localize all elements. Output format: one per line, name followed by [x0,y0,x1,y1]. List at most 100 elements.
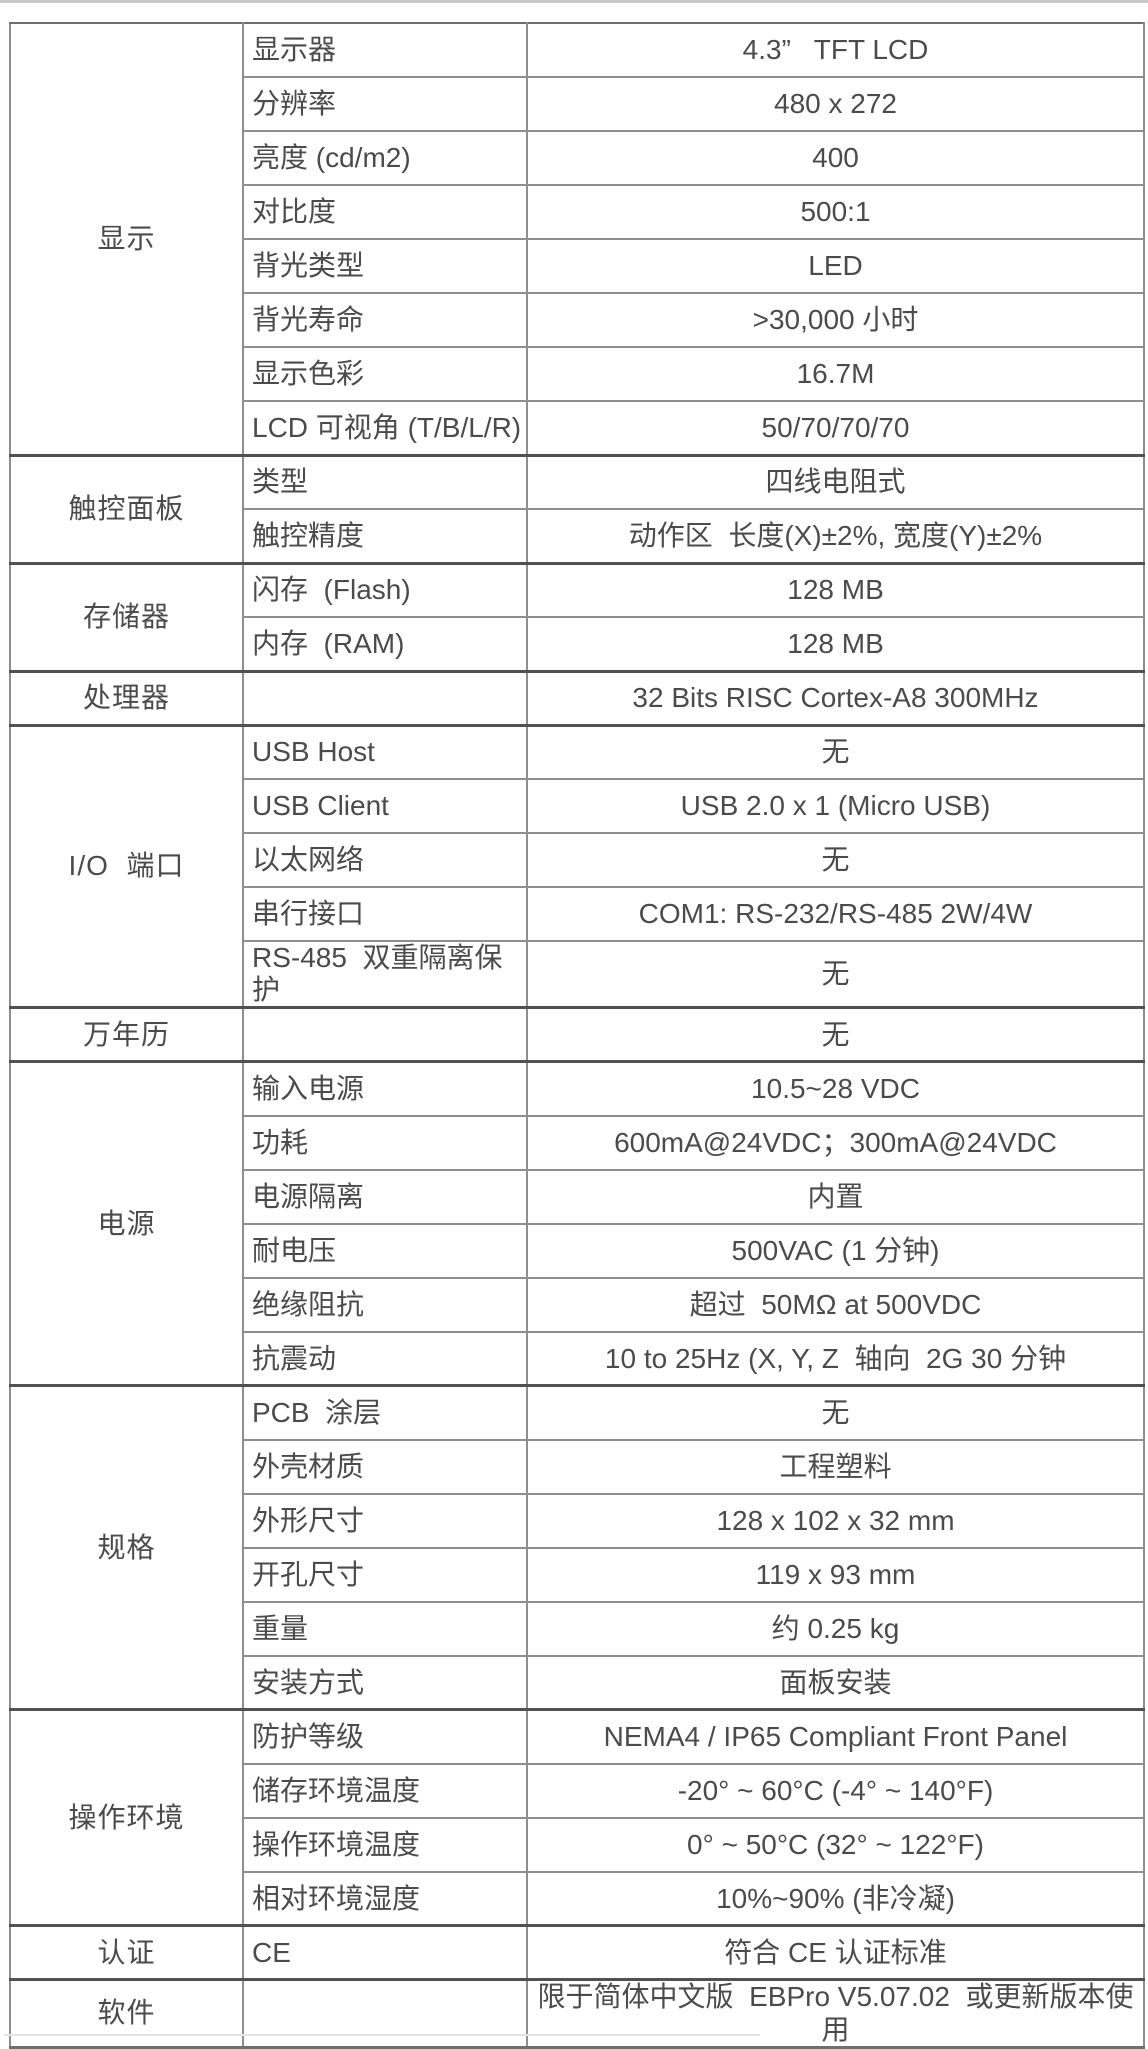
spec-label: 串行接口 [242,886,528,942]
spec-value: 约 0.25 kg [526,1600,1145,1657]
table-row: 开孔尺寸 119 x 93 mm [10,1546,1145,1603]
table-row: 安装方式 面板安装 [10,1654,1145,1711]
spec-value: 4.3” TFT LCD [526,22,1145,78]
spec-label: 分辨率 [242,76,528,132]
spec-value: 480 x 272 [526,76,1145,132]
spec-label: RS-485 双重隔离保护 [242,940,528,1009]
table-row: 外壳材质 工程塑料 [10,1438,1145,1495]
table-row: 对比度 500:1 [10,184,1145,240]
spec-value: 0° ~ 50°C (32° ~ 122°F) [526,1816,1145,1873]
spec-label: USB Host [242,723,528,780]
spec-label: 闪存 (Flash) [242,561,528,618]
table-row: 重量约 0.25 kg [10,1600,1145,1657]
spec-label: 抗震动 [242,1330,528,1387]
spec-label: 输入电源 [242,1060,528,1117]
spec-label: 触控精度 [242,508,528,564]
spec-value: 四线电阻式 [526,453,1145,510]
spec-value: 无 [526,723,1145,780]
table-row: 操作环境温度 0° ~ 50°C (32° ~ 122°F) [10,1816,1145,1873]
spec-value: LED [526,238,1145,294]
spec-label: 功耗 [242,1114,528,1171]
group-cell: 规格 [9,1384,244,1711]
table-row: 内存 (RAM) 128 MB [10,616,1145,672]
spec-label: 电源隔离 [242,1168,528,1225]
table-row: 耐电压 500VAC (1 分钟) [10,1222,1145,1279]
spec-label: 以太网络 [242,832,528,888]
spec-value: 无 [526,1384,1145,1441]
table-row: 以太网络无 [10,832,1145,888]
table-row: 软件 限于简体中文版 EBPro V5.07.02 或更新版本使用 [9,1978,1145,2049]
scan-edge-artifact-top [0,0,1148,3]
table-row: 抗震动 10 to 25Hz (X, Y, Z 轴向 2G 30 分钟 [10,1330,1145,1387]
spec-value: 无 [526,940,1145,1009]
spec-value: 10.5~28 VDC [526,1060,1145,1117]
table-row: I/O 端口 USB Host 无 [9,723,1145,1009]
table-row: 操作环境 防护等级 NEMA4 / IP65 Compliant Front Pan… [9,1708,1145,1927]
table-row: 储存环境温度 -20° ~ 60°C (-4° ~ 140°F) [10,1762,1145,1819]
spec-label: 外形尺寸 [242,1492,528,1549]
spec-value: 内置 [526,1168,1145,1225]
group-cell: 存储器 [9,561,244,672]
group-cell: 电源 [9,1060,244,1387]
spec-value: 16.7M [526,346,1145,402]
spec-label: 背光寿命 [242,292,528,348]
spec-label: 防护等级 [242,1708,528,1765]
spec-value: 128 x 102 x 32 mm [526,1492,1145,1549]
table-row: 存储器 闪存 (Flash) 128 MB [9,561,1145,672]
spec-label [242,1978,528,2049]
table-row: 处理器 32 Bits RISC Cortex-A8 300MHz [9,669,1145,726]
table-row: 显示色彩 16.7M [10,346,1145,402]
table-row: USB Client USB 2.0 x 1 (Micro USB) [10,778,1145,834]
spec-label: 操作环境温度 [242,1816,528,1873]
spec-table-body: 显示 显示器 4.3” TFT LCD 分辨率 480 x 272 亮度 (cd/m2) 4… [9,22,1145,2049]
spec-label: PCB 涂层 [242,1384,528,1441]
spec-value: 50/70/70/70 [526,400,1145,456]
spec-value: 600mA@24VDC；300mA@24VDC [526,1114,1145,1171]
group-cell: 触控面板 [9,453,244,564]
spec-label: 显示器 [242,22,528,78]
spec-value: 400 [526,130,1145,186]
spec-label: 类型 [242,453,528,510]
spec-value: 动作区 长度(X)±2%, 宽度(Y)±2% [526,508,1145,564]
table-row: 背光寿命 >30,000 小时 [10,292,1145,348]
spec-label: CE [242,1924,528,1981]
spec-value: 119 x 93 mm [526,1546,1145,1603]
spec-value: 限于简体中文版 EBPro V5.07.02 或更新版本使用 [526,1978,1145,2049]
spec-label: 显示色彩 [242,346,528,402]
table-row: 绝缘阻抗 超过 50MΩ at 500VDC [10,1276,1145,1333]
group-cell: 万年历 [9,1006,244,1063]
spec-value: 128 MB [526,561,1145,618]
table-row: 电源隔离 内置 [10,1168,1145,1225]
spec-label [242,669,528,726]
spec-value: >30,000 小时 [526,292,1145,348]
spec-label: 亮度 (cd/m2) [242,130,528,186]
table-row: 分辨率 480 x 272 [10,76,1145,132]
table-row: 串行接口 COM1: RS-232/RS-485 2W/4W [10,886,1145,942]
spec-value: NEMA4 / IP65 Compliant Front Panel [526,1708,1145,1765]
scan-edge-artifact-bottom [4,2034,760,2036]
spec-label: LCD 可视角 (T/B/L/R) [242,400,528,456]
spec-label: 内存 (RAM) [242,616,528,672]
spec-label: 外壳材质 [242,1438,528,1495]
spec-value: 工程塑料 [526,1438,1145,1495]
spec-label: 开孔尺寸 [242,1546,528,1603]
spec-value: 面板安装 [526,1654,1145,1711]
spec-value: 32 Bits RISC Cortex-A8 300MHz [526,669,1145,726]
group-cell: 处理器 [9,669,244,726]
spec-value: 10 to 25Hz (X, Y, Z 轴向 2G 30 分钟 [526,1330,1145,1387]
spec-label: 耐电压 [242,1222,528,1279]
group-cell: 显示 [9,22,244,456]
group-cell: 操作环境 [9,1708,244,1927]
spec-value: 无 [526,1006,1145,1063]
spec-value: 超过 50MΩ at 500VDC [526,1276,1145,1333]
table-row: 认证 CE 符合 CE 认证标准 [9,1924,1145,1981]
spec-value: 128 MB [526,616,1145,672]
table-row: 亮度 (cd/m2) 400 [10,130,1145,186]
spec-label: 相对环境湿度 [242,1870,528,1927]
spec-value: -20° ~ 60°C (-4° ~ 140°F) [526,1762,1145,1819]
spec-value: COM1: RS-232/RS-485 2W/4W [526,886,1145,942]
table-row: 触控面板 类型 四线电阻式 [9,453,1145,564]
table-row: 触控精度 动作区 长度(X)±2%, 宽度(Y)±2% [10,508,1145,564]
spec-value: 10%~90% (非冷凝) [526,1870,1145,1927]
spec-label: 安装方式 [242,1654,528,1711]
